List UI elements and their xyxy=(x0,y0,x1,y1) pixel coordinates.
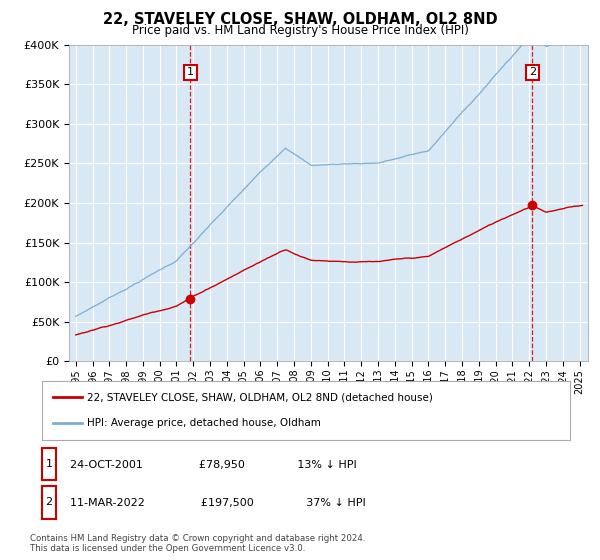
Text: 24-OCT-2001                £78,950               13% ↓ HPI: 24-OCT-2001 £78,950 13% ↓ HPI xyxy=(63,460,357,470)
Text: 1: 1 xyxy=(46,459,52,469)
Text: HPI: Average price, detached house, Oldham: HPI: Average price, detached house, Oldh… xyxy=(87,418,321,428)
Text: 22, STAVELEY CLOSE, SHAW, OLDHAM, OL2 8ND: 22, STAVELEY CLOSE, SHAW, OLDHAM, OL2 8N… xyxy=(103,12,497,27)
Text: 22, STAVELEY CLOSE, SHAW, OLDHAM, OL2 8ND (detached house): 22, STAVELEY CLOSE, SHAW, OLDHAM, OL2 8N… xyxy=(87,392,433,402)
Text: 2: 2 xyxy=(529,68,536,77)
Text: Contains HM Land Registry data © Crown copyright and database right 2024.
This d: Contains HM Land Registry data © Crown c… xyxy=(30,534,365,553)
Text: Price paid vs. HM Land Registry's House Price Index (HPI): Price paid vs. HM Land Registry's House … xyxy=(131,24,469,37)
Text: 11-MAR-2022                £197,500               37% ↓ HPI: 11-MAR-2022 £197,500 37% ↓ HPI xyxy=(63,498,366,508)
Text: 1: 1 xyxy=(187,68,194,77)
Text: 2: 2 xyxy=(46,497,52,507)
